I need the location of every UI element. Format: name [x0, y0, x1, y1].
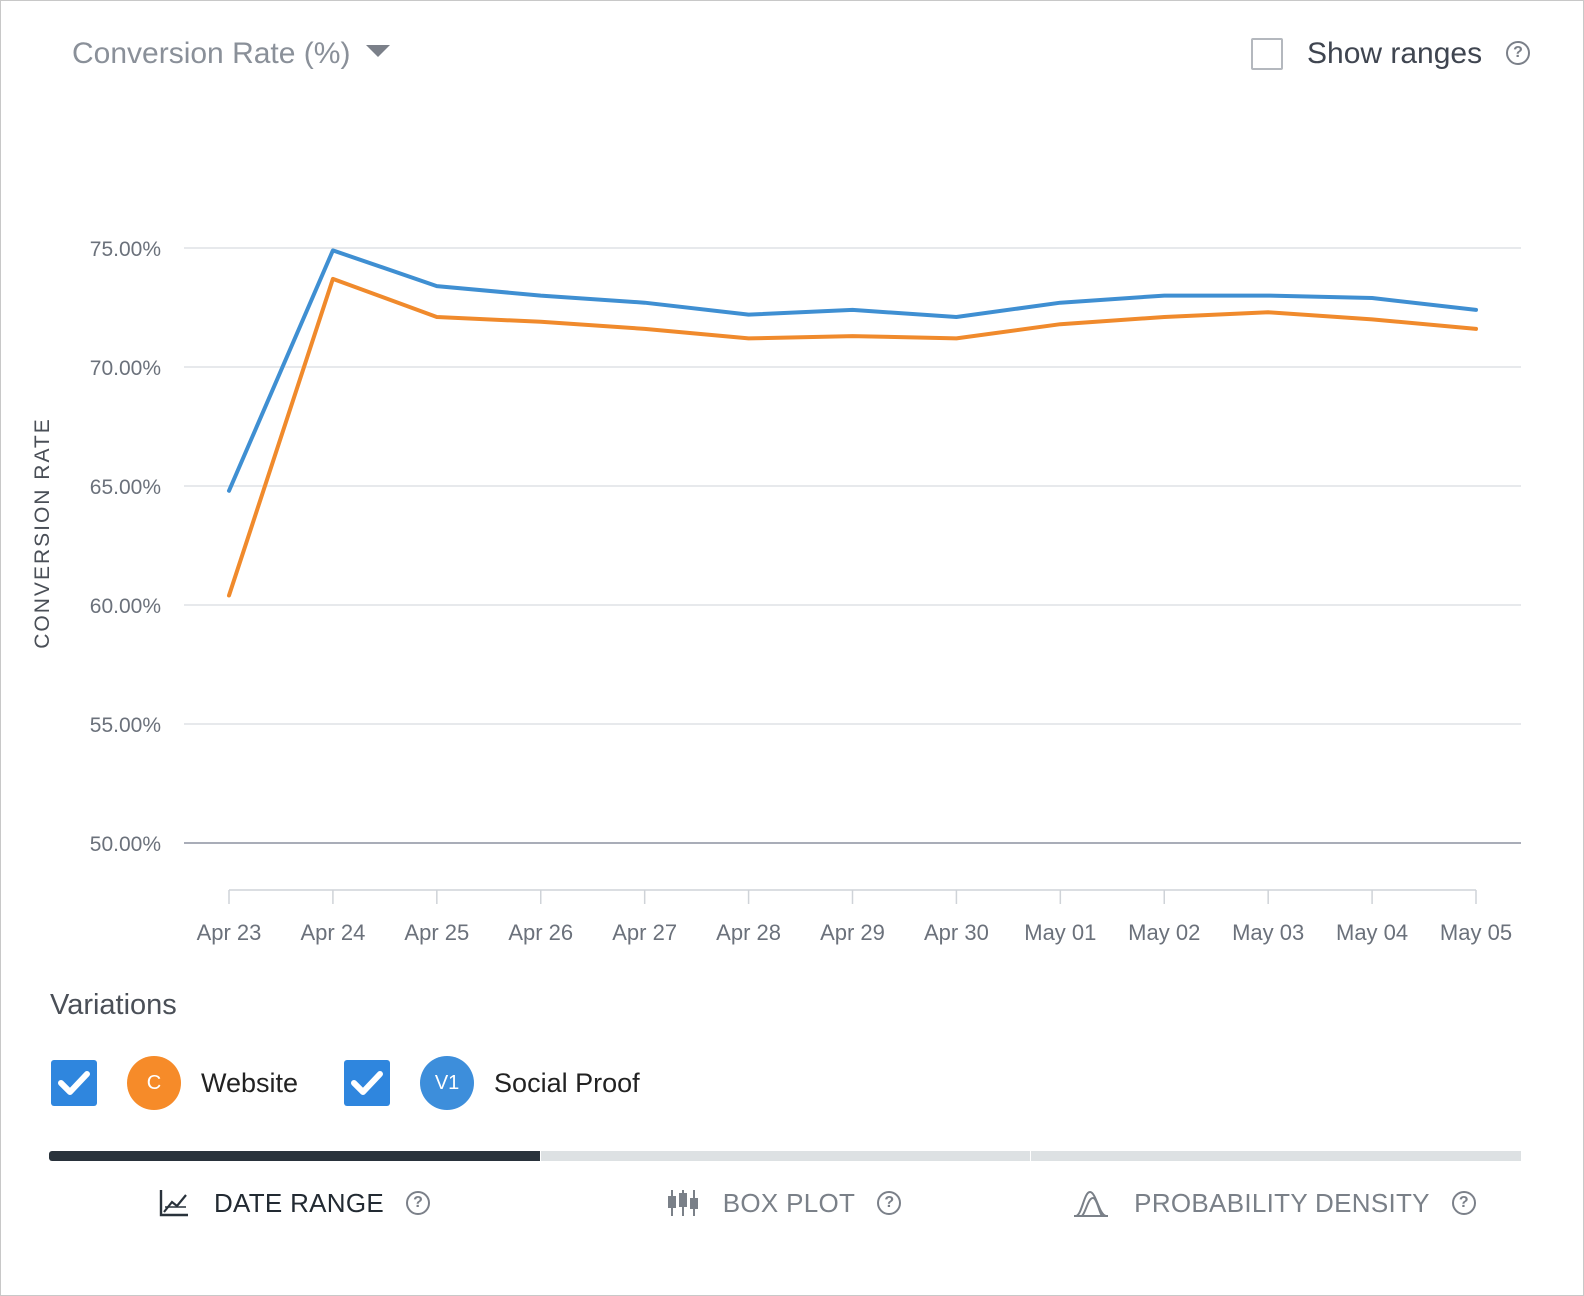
x-tick-label: May 01	[1024, 920, 1096, 945]
x-tick-label: Apr 30	[924, 920, 989, 945]
help-icon[interactable]: ?	[406, 1191, 431, 1215]
x-tick-label: Apr 25	[404, 920, 469, 945]
tab-label: BOX PLOT	[722, 1187, 856, 1218]
variations-legend: C Website V1 Social Proof	[51, 1056, 686, 1110]
check-icon	[351, 1071, 384, 1095]
box-plot-icon	[667, 1190, 698, 1216]
variation-badge-website: C	[127, 1056, 181, 1110]
x-tick-label: May 02	[1128, 920, 1200, 945]
variation-name-website: Website	[201, 1067, 299, 1098]
tab-indicator	[540, 1151, 1031, 1161]
help-icon[interactable]: ?	[877, 1191, 902, 1215]
view-tabs: DATE RANGE ? BOX PLOT ? PROBABILITY DENS…	[49, 1173, 1521, 1233]
tab-probability-density[interactable]: PROBABILITY DENSITY ?	[1029, 1173, 1519, 1233]
variation-checkbox-website[interactable]	[51, 1060, 97, 1106]
x-tick-label: May 05	[1440, 920, 1512, 945]
x-tick-label: May 03	[1232, 920, 1304, 945]
tab-box-plot[interactable]: BOX PLOT ?	[539, 1173, 1029, 1233]
series-line-website	[227, 276, 1478, 598]
variation-badge-social-proof: V1	[420, 1056, 475, 1110]
tab-label: PROBABILITY DENSITY	[1134, 1187, 1430, 1218]
tab-label: DATE RANGE	[213, 1187, 385, 1218]
variation-checkbox-social-proof[interactable]	[344, 1060, 391, 1106]
tab-indicator	[1031, 1151, 1522, 1161]
density-icon	[1074, 1190, 1109, 1217]
x-tick-label: Apr 29	[820, 920, 885, 945]
variation-name-social-proof: Social Proof	[494, 1067, 640, 1098]
variation-item-website: C Website	[51, 1056, 298, 1110]
y-tick-label: 55.00%	[90, 714, 161, 737]
metric-dropdown[interactable]: Conversion Rate (%)	[72, 37, 391, 71]
variations-title: Variations	[50, 989, 177, 1021]
variation-item-social-proof: V1 Social Proof	[344, 1056, 640, 1110]
show-ranges-label: Show ranges	[1307, 37, 1483, 70]
x-tick-label: Apr 24	[301, 920, 366, 945]
y-tick-label: 70.00%	[90, 357, 161, 380]
y-tick-label: 50.00%	[90, 833, 161, 856]
tab-indicator-bar	[49, 1151, 1522, 1161]
x-tick-label: May 04	[1336, 920, 1408, 945]
y-tick-label: 75.00%	[90, 238, 161, 261]
y-tick-label: 60.00%	[90, 595, 161, 618]
caret-down-icon	[366, 45, 391, 57]
y-axis-label: CONVERSION RATE	[31, 417, 54, 648]
series-line-social-proof	[227, 248, 1478, 493]
show-ranges-toggle: Show ranges ?	[1251, 37, 1530, 71]
x-tick-label: Apr 27	[612, 920, 677, 945]
x-tick-label: Apr 28	[716, 920, 781, 945]
conversion-line-chart: 75.00% 70.00% 65.00% 60.00% 55.00% 50.00% Apr …	[31, 238, 1521, 945]
line-chart-icon	[159, 1190, 188, 1217]
x-tick-label: Apr 26	[508, 920, 573, 945]
tab-date-range[interactable]: DATE RANGE ?	[49, 1173, 539, 1233]
help-icon[interactable]: ?	[1451, 1191, 1476, 1215]
check-icon	[58, 1071, 90, 1095]
x-tick-label: Apr 23	[197, 920, 262, 945]
help-icon[interactable]: ?	[1506, 41, 1530, 65]
tab-indicator-active	[49, 1151, 540, 1161]
y-tick-label: 65.00%	[90, 476, 161, 499]
metric-label: Conversion Rate (%)	[72, 37, 351, 70]
show-ranges-checkbox[interactable]	[1251, 38, 1283, 70]
